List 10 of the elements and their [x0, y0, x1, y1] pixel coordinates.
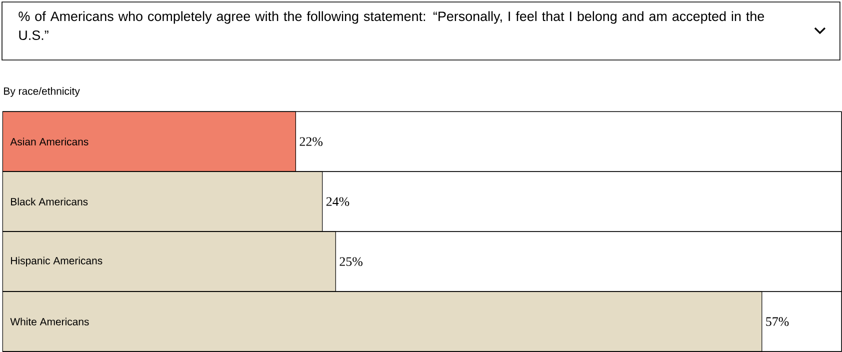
data-label: 25%: [340, 257, 362, 266]
y-tick-label: Asian Americans: [10, 138, 88, 146]
data-label: 22%: [300, 137, 323, 146]
data-label: 24%: [326, 197, 350, 206]
chart-title: % of Americans who completely agree with the following statement: “Personally, I feel that I belong and am accepted in the U.S.”: [18, 11, 764, 40]
chart-subtitle: By race/ethnicity: [4, 87, 80, 97]
y-tick-label: Black Americans: [11, 198, 88, 206]
y-tick-label: Hispanic Americans: [11, 256, 102, 266]
y-tick-label: White Americans: [10, 318, 89, 326]
data-label: 57%: [766, 317, 789, 326]
